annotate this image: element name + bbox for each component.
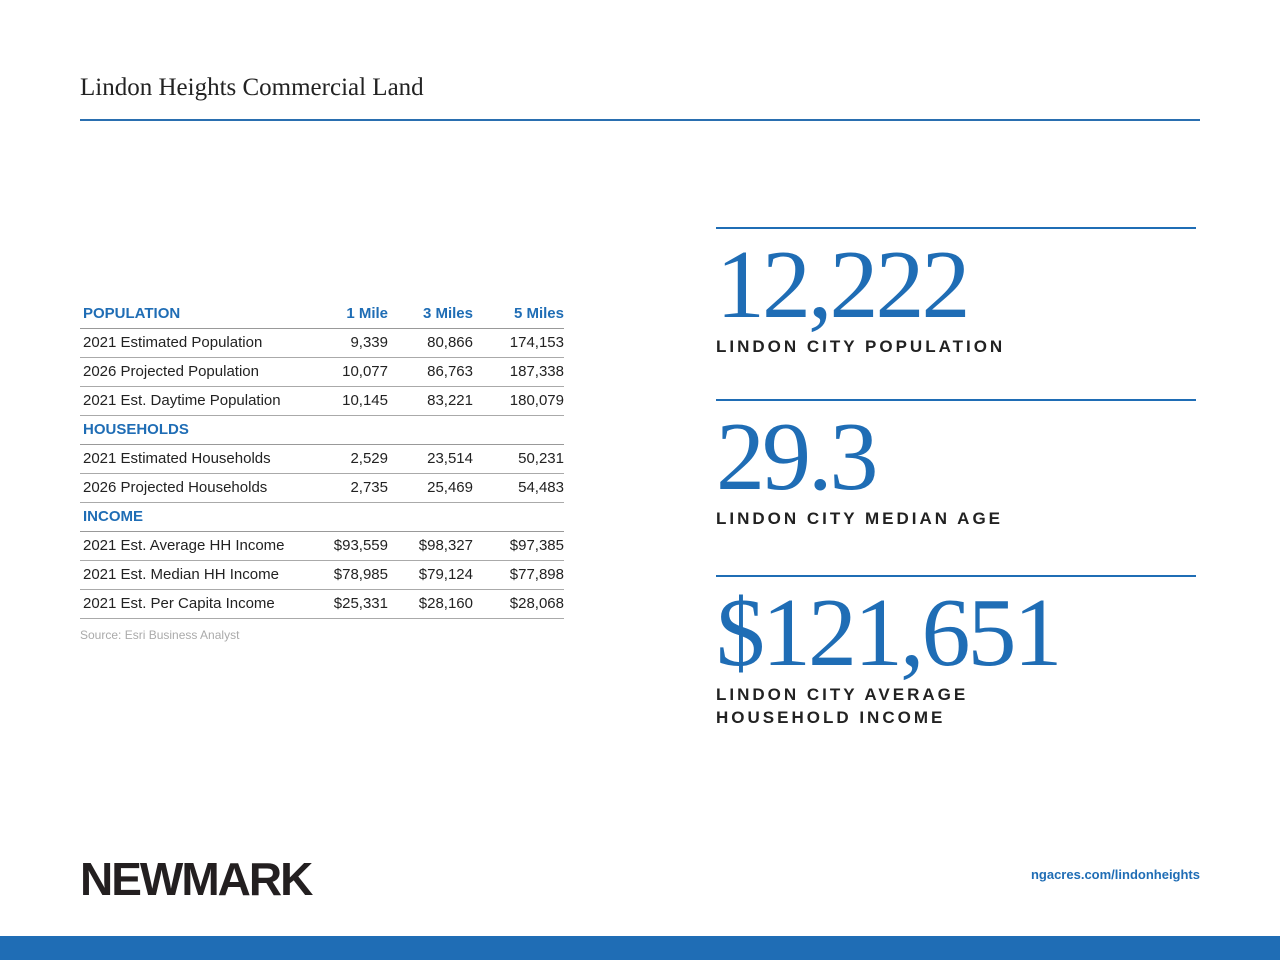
table-value: $28,068 <box>509 595 564 612</box>
stat-rule <box>716 399 1196 401</box>
table-value: 10,077 <box>342 363 388 380</box>
row-label: 2026 Projected Population <box>83 363 259 380</box>
row-label: 2021 Est. Median HH Income <box>83 566 279 583</box>
table-rule <box>80 589 564 590</box>
table-value: 83,221 <box>427 392 473 409</box>
footer-bar <box>0 936 1280 960</box>
table-rule <box>80 444 564 445</box>
table-value: 187,338 <box>509 363 564 380</box>
table-value: $77,898 <box>509 566 564 583</box>
stat-label: LINDON CITY AVERAGE <box>716 685 969 704</box>
table-value: 54,483 <box>518 479 564 496</box>
stat-rule <box>716 575 1196 577</box>
table-value: $93,559 <box>333 537 388 554</box>
table-value: 25,469 <box>427 479 473 496</box>
stat-label: LINDON CITY MEDIAN AGE <box>716 509 1004 528</box>
stat-rule <box>716 227 1196 229</box>
section-heading: POPULATION <box>83 305 181 322</box>
table-value: 2,735 <box>350 479 388 496</box>
table-value: 80,866 <box>427 334 473 351</box>
stat-label: LINDON CITY POPULATION <box>716 337 1006 356</box>
table-value: $98,327 <box>418 537 473 554</box>
page-title: Lindon Heights Commercial Land <box>80 74 424 101</box>
table-value: 180,079 <box>509 392 564 409</box>
stat-value: 29.3 <box>716 403 878 511</box>
section-heading: INCOME <box>83 508 143 525</box>
stat-value: 12,222 <box>716 231 970 339</box>
website-link[interactable]: ngacres.com/lindonheights <box>1030 867 1200 882</box>
table-value: 9,339 <box>350 334 388 351</box>
table-rule <box>80 386 564 387</box>
table-rule <box>80 415 564 416</box>
column-header: 1 Mile <box>346 305 388 322</box>
row-label: 2021 Estimated Households <box>83 450 271 467</box>
table-value: 2,529 <box>350 450 388 467</box>
table-rule <box>80 531 564 532</box>
row-label: 2026 Projected Households <box>83 479 268 496</box>
section-heading: HOUSEHOLDS <box>83 421 189 438</box>
logo: NEWMARK <box>80 853 313 905</box>
row-label: 2021 Estimated Population <box>83 334 263 351</box>
source-note: Source: Esri Business Analyst <box>80 628 240 642</box>
row-label: 2021 Est. Average HH Income <box>83 537 285 554</box>
stat-value: $121,651 <box>716 579 1062 687</box>
row-label: 2021 Est. Per Capita Income <box>83 595 275 612</box>
table-value: $97,385 <box>509 537 564 554</box>
column-header: 5 Miles <box>513 305 564 322</box>
table-value: $25,331 <box>333 595 388 612</box>
table-rule <box>80 618 564 619</box>
table-value: $28,160 <box>418 595 473 612</box>
row-label: 2021 Est. Daytime Population <box>83 392 281 409</box>
table-rule <box>80 357 564 358</box>
table-rule <box>80 560 564 561</box>
stat-label: HOUSEHOLD INCOME <box>716 708 946 727</box>
table-value: $78,985 <box>333 566 388 583</box>
table-rule <box>80 473 564 474</box>
table-rule <box>80 328 564 329</box>
table-rule <box>80 502 564 503</box>
table-value: 10,145 <box>342 392 388 409</box>
column-header: 3 Miles <box>422 305 473 322</box>
table-value: 86,763 <box>427 363 473 380</box>
table-value: 50,231 <box>518 450 564 467</box>
title-rule <box>80 119 1200 121</box>
table-value: 23,514 <box>427 450 473 467</box>
table-value: $79,124 <box>418 566 473 583</box>
table-value: 174,153 <box>509 334 564 351</box>
